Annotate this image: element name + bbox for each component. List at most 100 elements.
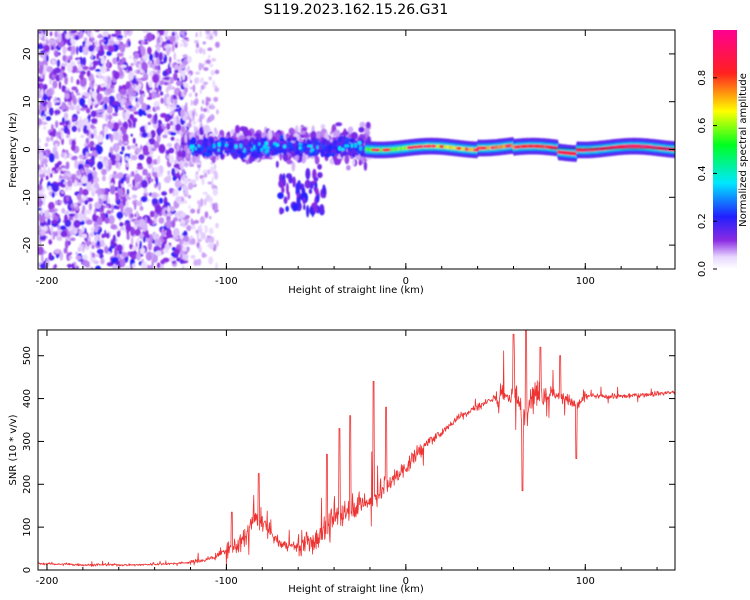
heatmap-cell	[206, 235, 212, 239]
heatmap-cell	[76, 104, 81, 114]
heatmap-cell	[195, 112, 198, 117]
heatmap-cell	[131, 106, 137, 112]
heatmap-cell	[151, 147, 157, 152]
heatmap-cell	[314, 155, 320, 165]
heatmap-cell	[212, 143, 216, 149]
heatmap-cell	[120, 177, 125, 185]
heatmap-cell	[162, 70, 168, 77]
heatmap-cell	[313, 176, 319, 182]
heatmap-cell	[102, 36, 109, 45]
heatmap-cell	[38, 184, 43, 191]
heatmap-cell	[123, 141, 129, 145]
heatmap-cell	[96, 93, 103, 102]
heatmap-cell	[358, 126, 365, 133]
heatmap-cell	[163, 76, 170, 81]
heatmap-cell	[195, 42, 200, 49]
heatmap-cell	[60, 170, 66, 175]
heatmap-cell	[59, 225, 67, 231]
heatmap-cell	[186, 55, 192, 63]
heatmap-cell	[196, 230, 198, 235]
snr-series-line	[38, 330, 675, 567]
heatmap-cell	[275, 143, 280, 147]
heatmap-cell	[105, 232, 110, 239]
heatmap-cell	[204, 211, 209, 219]
heatmap-cell	[155, 172, 163, 177]
heatmap-cell	[141, 102, 147, 111]
heatmap-cell	[214, 202, 219, 211]
heatmap-cell	[118, 129, 122, 136]
heatmap-cell	[38, 76, 42, 83]
heatmap-cell	[52, 74, 55, 79]
heatmap-cell	[181, 160, 184, 169]
heatmap-cell	[184, 186, 189, 195]
heatmap-cell	[38, 137, 41, 144]
heatmap-cell	[302, 197, 306, 205]
heatmap-cell	[127, 183, 133, 188]
heatmap-cell	[61, 167, 67, 171]
heatmap-cell	[106, 76, 112, 86]
heatmap-cell	[74, 159, 79, 169]
heatmap-cell	[140, 144, 143, 150]
heatmap-cell	[164, 243, 171, 250]
heatmap-cell	[131, 154, 138, 161]
heatmap-cell	[135, 78, 142, 82]
heatmap-cell	[38, 207, 42, 211]
heatmap-cell	[189, 118, 192, 123]
heatmap-cell	[204, 59, 207, 66]
heatmap-cell	[214, 41, 220, 48]
heatmap-cell	[76, 79, 80, 86]
heatmap-cell	[48, 201, 55, 211]
y-tick-label: 400	[22, 389, 33, 408]
heatmap-cell	[170, 132, 177, 136]
heatmap-cell	[41, 115, 46, 121]
heatmap-cell	[141, 258, 144, 263]
heatmap-cell	[187, 122, 192, 128]
heatmap-cell	[133, 57, 137, 66]
heatmap-cell	[200, 84, 205, 90]
heatmap-cell	[40, 88, 44, 97]
heatmap-cell	[171, 220, 176, 228]
heatmap-cell	[153, 100, 161, 108]
heatmap-cell	[169, 120, 174, 126]
heatmap-cell	[76, 193, 82, 201]
heatmap-cell	[155, 178, 159, 187]
heatmap-cell	[215, 85, 218, 92]
heatmap-cell	[64, 120, 70, 126]
heatmap-cell	[324, 139, 330, 146]
heatmap-cell	[77, 66, 83, 71]
heatmap-cell	[51, 219, 58, 224]
heatmap-cell	[118, 179, 122, 189]
y-tick-label: 0	[22, 146, 33, 152]
heatmap-cell	[145, 238, 149, 243]
heatmap-cell	[196, 258, 202, 266]
heatmap-cell	[93, 182, 100, 189]
heatmap-cell	[205, 30, 211, 35]
heatmap-cell	[48, 107, 54, 116]
heatmap-cell	[334, 129, 341, 137]
heatmap-cell	[220, 150, 224, 159]
heatmap-cell	[109, 83, 115, 90]
heatmap-cell	[213, 96, 219, 102]
heatmap-cell	[141, 132, 148, 138]
heatmap-cell	[190, 99, 194, 106]
heatmap-cell	[178, 64, 182, 74]
heatmap-cell	[344, 144, 347, 148]
heatmap-cell	[140, 40, 145, 45]
y-tick-label: -10	[22, 189, 33, 205]
heatmap-cell	[298, 155, 303, 163]
heatmap-cell	[61, 207, 66, 214]
heatmap-cell	[109, 147, 114, 153]
heatmap-cell	[186, 225, 192, 232]
heatmap-cell	[165, 36, 168, 40]
heatmap-cell	[179, 30, 185, 36]
heatmap-cell	[110, 224, 118, 230]
heatmap-cell	[130, 133, 133, 137]
heatmap-cell	[307, 144, 312, 148]
heatmap-cell	[47, 185, 52, 191]
heatmap-cell	[61, 190, 64, 194]
heatmap-cell	[168, 56, 172, 64]
heatmap-cell	[242, 126, 249, 137]
heatmap-cell	[85, 151, 89, 159]
heatmap-cell	[175, 196, 182, 203]
heatmap-cell	[133, 111, 140, 115]
